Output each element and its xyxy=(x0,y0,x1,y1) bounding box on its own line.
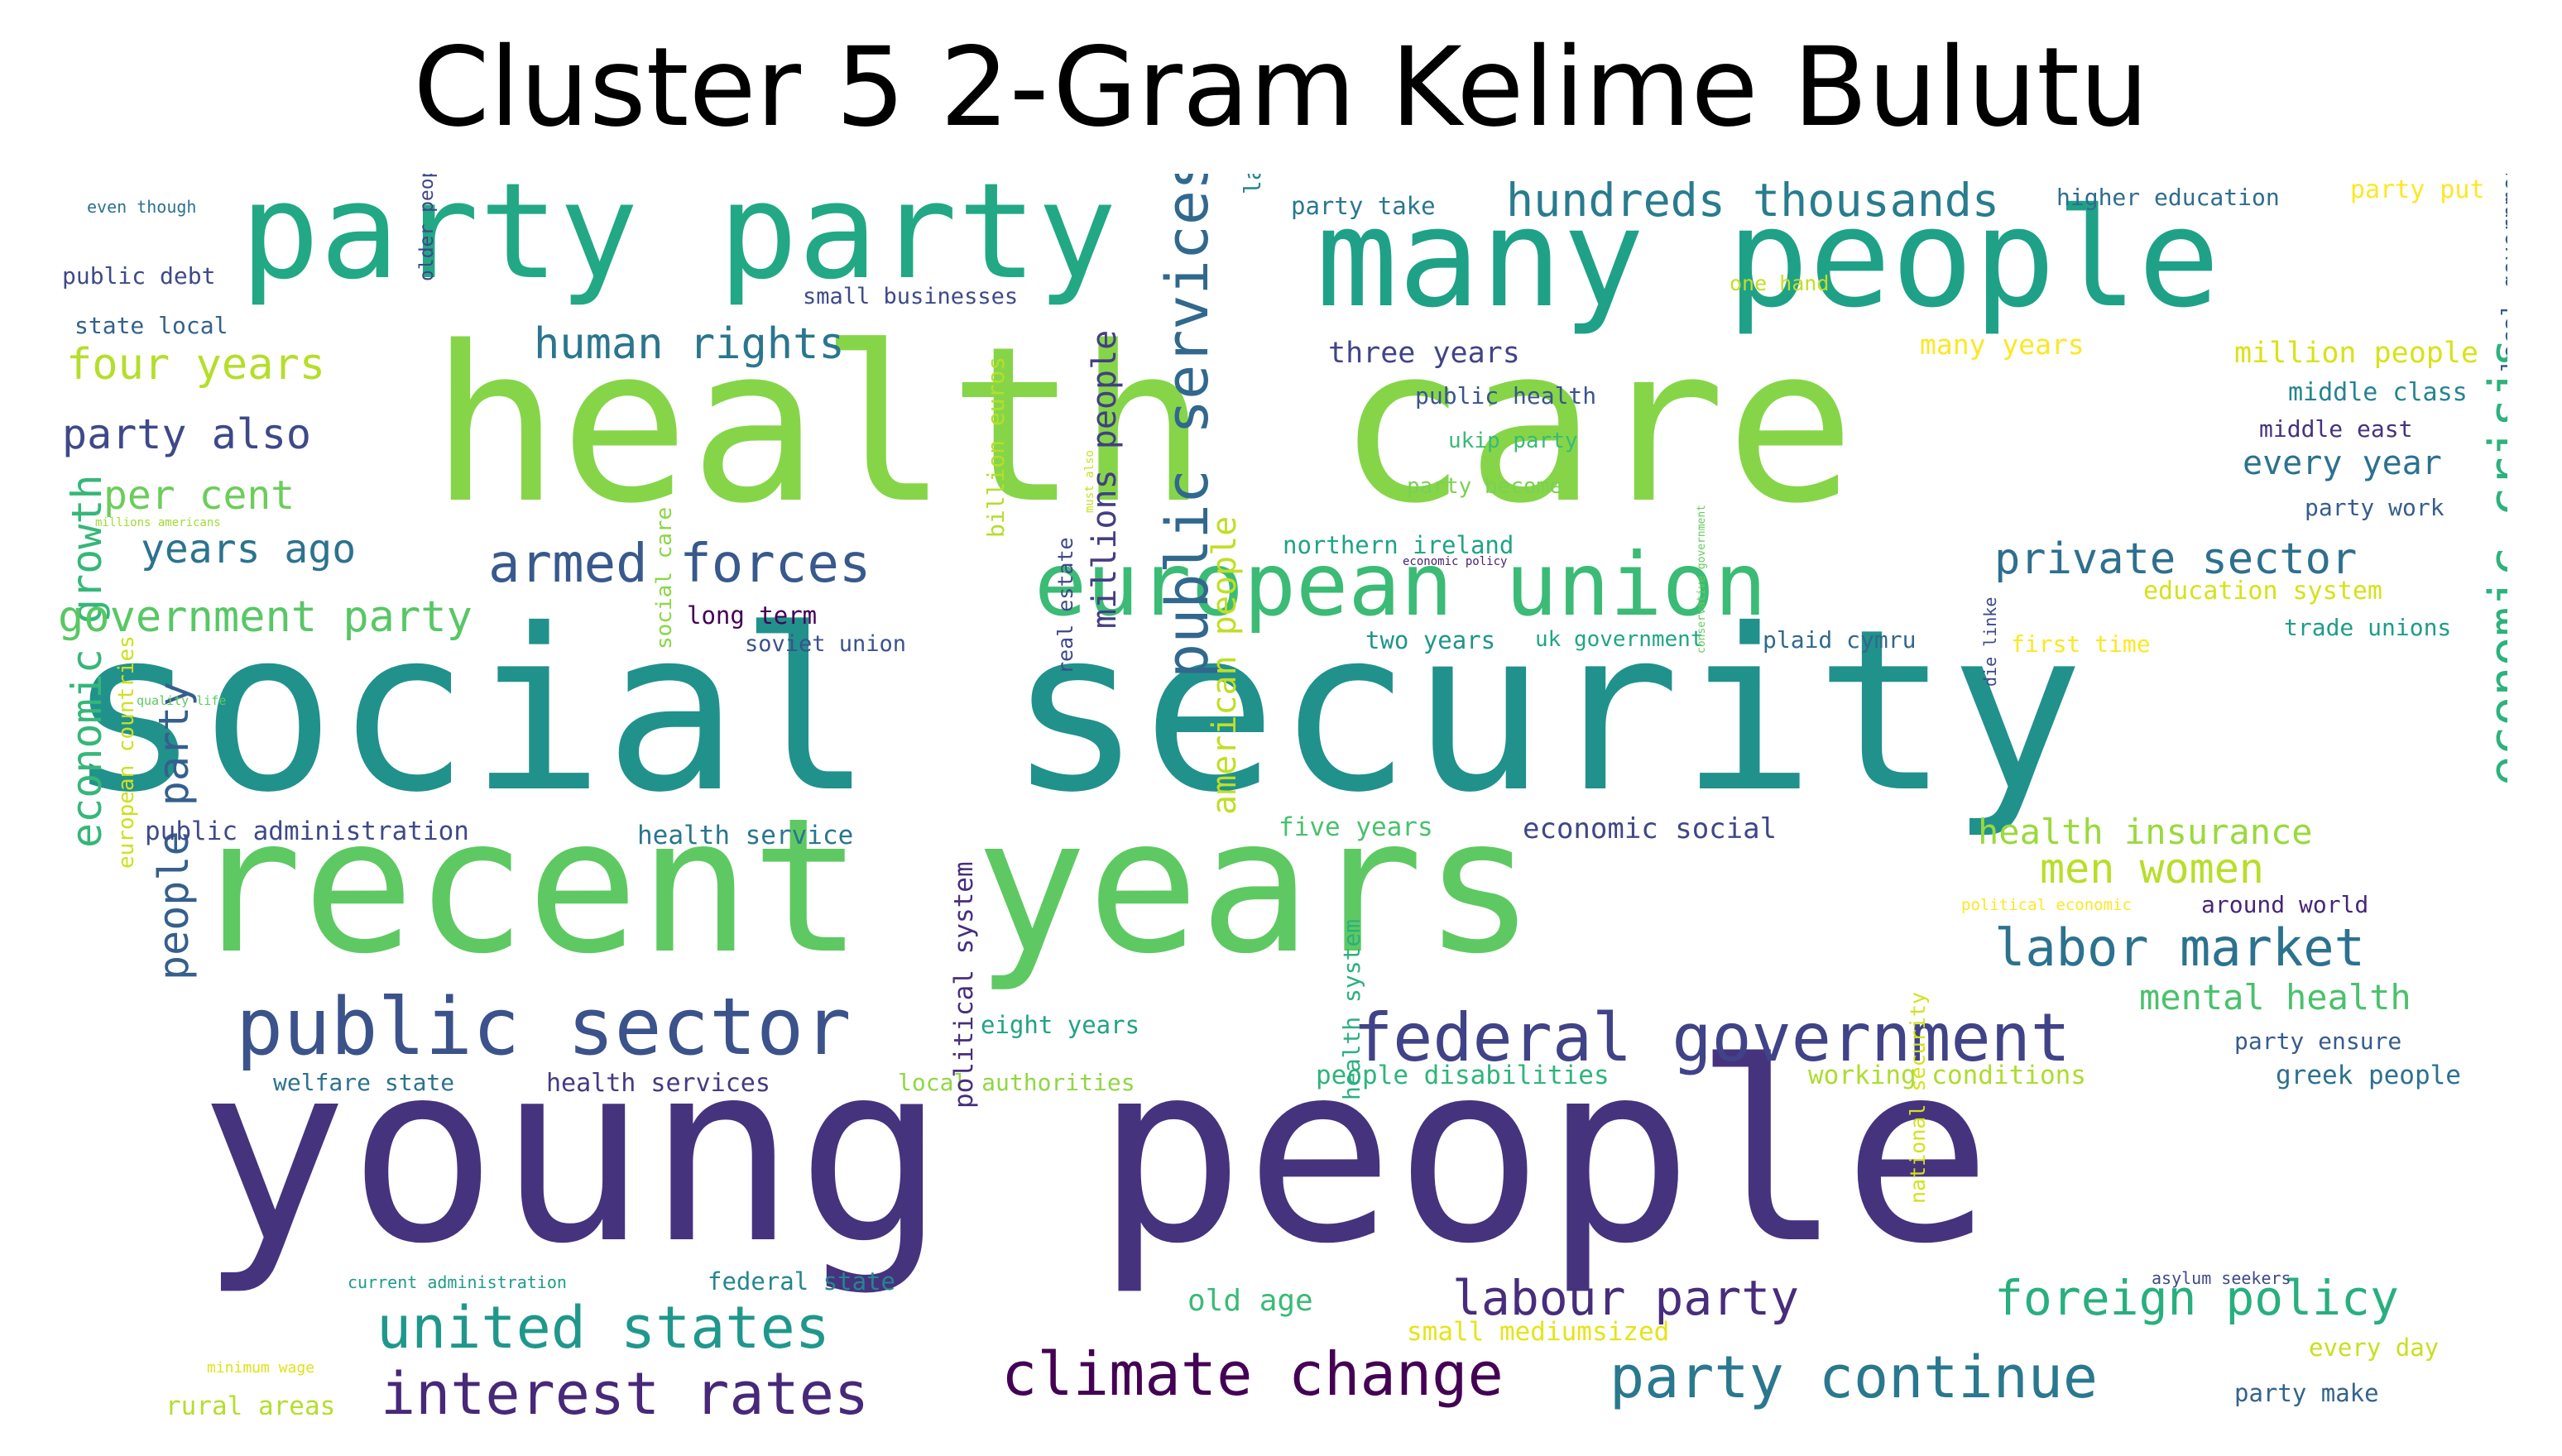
cloud-word: real estate xyxy=(1053,537,1077,674)
cloud-word: even though xyxy=(87,197,197,217)
cloud-word: labour party xyxy=(1452,1270,1800,1326)
cloud-word: health care xyxy=(430,301,1855,551)
cloud-word: economic crisis xyxy=(2478,338,2507,786)
cloud-word: federal state xyxy=(708,1267,895,1296)
cloud-word: party party xyxy=(240,174,1117,309)
cloud-word: economic social xyxy=(1523,812,1778,845)
cloud-word: private sector xyxy=(1994,534,2358,584)
cloud-word: billion euros xyxy=(982,356,1010,538)
cloud-word: public administration xyxy=(145,817,469,846)
cloud-word: around world xyxy=(2201,891,2369,918)
cloud-word: two years xyxy=(1365,626,1496,654)
cloud-word: party continue xyxy=(1610,1343,2099,1411)
cloud-word: party take xyxy=(1291,192,1436,220)
cloud-word: social care xyxy=(652,506,677,649)
cloud-word: local governments xyxy=(2497,174,2507,372)
cloud-word: soviet union xyxy=(745,631,907,657)
cloud-word: labor market xyxy=(1994,917,2365,978)
cloud-word: die linke xyxy=(1980,596,2000,687)
cloud-word: national security xyxy=(1906,992,1930,1204)
cloud-word: current administration xyxy=(348,1272,567,1292)
cloud-word: labour government xyxy=(1239,174,1266,194)
cloud-word: health service xyxy=(637,821,854,850)
cloud-word: middle east xyxy=(2259,415,2413,443)
cloud-word: people disabilities xyxy=(1316,1061,1610,1090)
cloud-word: party ensure xyxy=(2234,1027,2402,1055)
cloud-word: health services xyxy=(546,1069,770,1098)
cloud-word: party become xyxy=(1407,474,1562,499)
cloud-word: every day xyxy=(2309,1334,2440,1362)
cloud-word: plaid cymru xyxy=(1763,626,1917,654)
cloud-word: health system xyxy=(1338,918,1365,1100)
cloud-word: per cent xyxy=(103,472,295,519)
word-cloud: young people social security health care re… xyxy=(58,174,2507,1415)
cloud-word: local authorities xyxy=(898,1069,1135,1096)
cloud-word: conservative government xyxy=(1696,504,1708,654)
cloud-word: european union xyxy=(1034,534,1768,635)
cloud-word: middle class xyxy=(2288,378,2468,407)
cloud-word: uk government xyxy=(1535,627,1704,652)
cloud-word: five years xyxy=(1279,812,1433,842)
figure-title: Cluster 5 2-Gram Kelime Bulutu xyxy=(413,24,2149,151)
cloud-word: party make xyxy=(2234,1379,2379,1407)
cloud-word: asylum seekers xyxy=(2152,1268,2291,1288)
cloud-word: united states xyxy=(377,1294,830,1362)
cloud-word: recent years xyxy=(190,778,1536,995)
cloud-word: small businesses xyxy=(803,284,1019,309)
cloud-word: ukip party xyxy=(1448,429,1578,453)
cloud-word: party also xyxy=(62,410,312,458)
cloud-word: health insurance xyxy=(1978,812,2313,852)
cloud-word: minimum wage xyxy=(207,1359,315,1377)
cloud-word: three years xyxy=(1328,337,1520,370)
cloud-word: working conditions xyxy=(1808,1061,2086,1090)
cloud-word: public sector xyxy=(236,982,852,1073)
cloud-word: rural areas xyxy=(166,1391,336,1415)
cloud-word: four years xyxy=(66,340,326,390)
cloud-word: young people xyxy=(199,1009,1993,1298)
cloud-word: foreign policy xyxy=(1994,1270,2399,1326)
cloud-word: american people xyxy=(1206,515,1244,815)
cloud-word: welfare state xyxy=(273,1069,455,1096)
cloud-word: public health xyxy=(1415,382,1597,410)
cloud-word: many years xyxy=(1920,328,2085,361)
cloud-word: interest rates xyxy=(381,1360,870,1415)
cloud-word: government party xyxy=(58,592,473,642)
cloud-word: must also xyxy=(1083,450,1096,513)
cloud-word: eight years xyxy=(981,1011,1140,1039)
cloud-word: men women xyxy=(2040,845,2264,893)
cloud-word: first time xyxy=(2011,630,2151,658)
cloud-word: social security xyxy=(66,581,2085,841)
cloud-word: millions americans xyxy=(95,516,221,529)
cloud-word: armed forces xyxy=(488,534,871,595)
cloud-word: higher education xyxy=(2056,184,2280,211)
cloud-word: older people xyxy=(416,174,438,281)
cloud-word: greek people xyxy=(2276,1061,2461,1090)
cloud-word: million people xyxy=(2234,337,2479,370)
cloud-word: climate change xyxy=(1001,1339,1504,1409)
cloud-word: party work xyxy=(2305,494,2444,521)
cloud-word: hundreds thousands xyxy=(1506,174,2000,227)
cloud-word: economic growth xyxy=(63,474,111,848)
cloud-word: federal government xyxy=(1353,999,2070,1076)
cloud-word: old age xyxy=(1187,1284,1313,1318)
cloud-word: public debt xyxy=(62,262,216,290)
cloud-word: trade unions xyxy=(2284,614,2452,641)
cloud-word: education system xyxy=(2143,577,2382,606)
cloud-word: every year xyxy=(2243,444,2442,482)
cloud-word: years ago xyxy=(141,526,357,572)
cloud-word: mental health xyxy=(2139,977,2411,1018)
cloud-word: northern ireland xyxy=(1283,531,1514,559)
cloud-word: many people xyxy=(1316,179,2220,338)
cloud-word: human rights xyxy=(534,319,845,369)
cloud-word: state local xyxy=(74,312,228,339)
cloud-word: long term xyxy=(687,601,818,630)
cloud-word: european countries xyxy=(114,635,139,869)
cloud-word: economic policy xyxy=(1403,555,1508,568)
cloud-word: political economic xyxy=(1961,896,2132,914)
cloud-word: small mediumsized xyxy=(1407,1317,1670,1347)
cloud-word: political system xyxy=(949,861,979,1109)
cloud-word: quality life xyxy=(137,693,227,708)
cloud-word: party put xyxy=(2350,175,2485,204)
cloud-word: one hand xyxy=(1730,271,1830,295)
